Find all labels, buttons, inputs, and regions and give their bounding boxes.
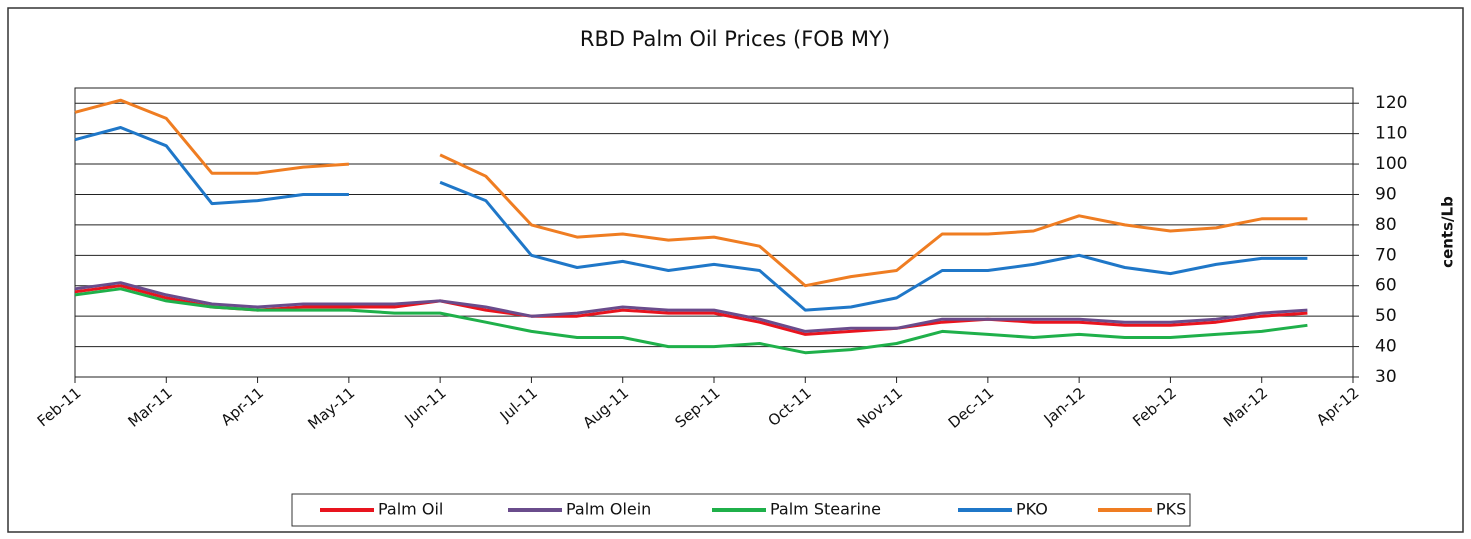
y-tick-label: 100 [1375, 154, 1407, 174]
legend-label: Palm Oil [378, 500, 443, 519]
y-tick-label: 80 [1375, 215, 1397, 235]
legend-label: PKS [1156, 500, 1186, 519]
y-tick-label: 40 [1375, 337, 1397, 357]
series-line [74, 284, 1308, 336]
y-tick-label: 30 [1375, 367, 1397, 387]
series-line [74, 98, 1308, 288]
series-line [74, 281, 1308, 333]
legend-label: Palm Olein [566, 500, 651, 519]
series-line [74, 287, 1308, 355]
legend-label: Palm Stearine [770, 500, 881, 519]
y-tick-label: 120 [1375, 93, 1407, 113]
y-tick-label: 90 [1375, 184, 1397, 204]
y-axis-label: cents/Lb [1439, 196, 1457, 268]
y-tick-label: 50 [1375, 306, 1397, 326]
legend-label: PKO [1016, 500, 1048, 519]
y-tick-label: 70 [1375, 245, 1397, 265]
y-tick-label: 110 [1375, 124, 1407, 144]
chart-frame [7, 7, 1464, 533]
series-line [74, 126, 1308, 312]
chart-title: RBD Palm Oil Prices (FOB MY) [580, 27, 890, 51]
y-tick-label: 60 [1375, 276, 1397, 296]
